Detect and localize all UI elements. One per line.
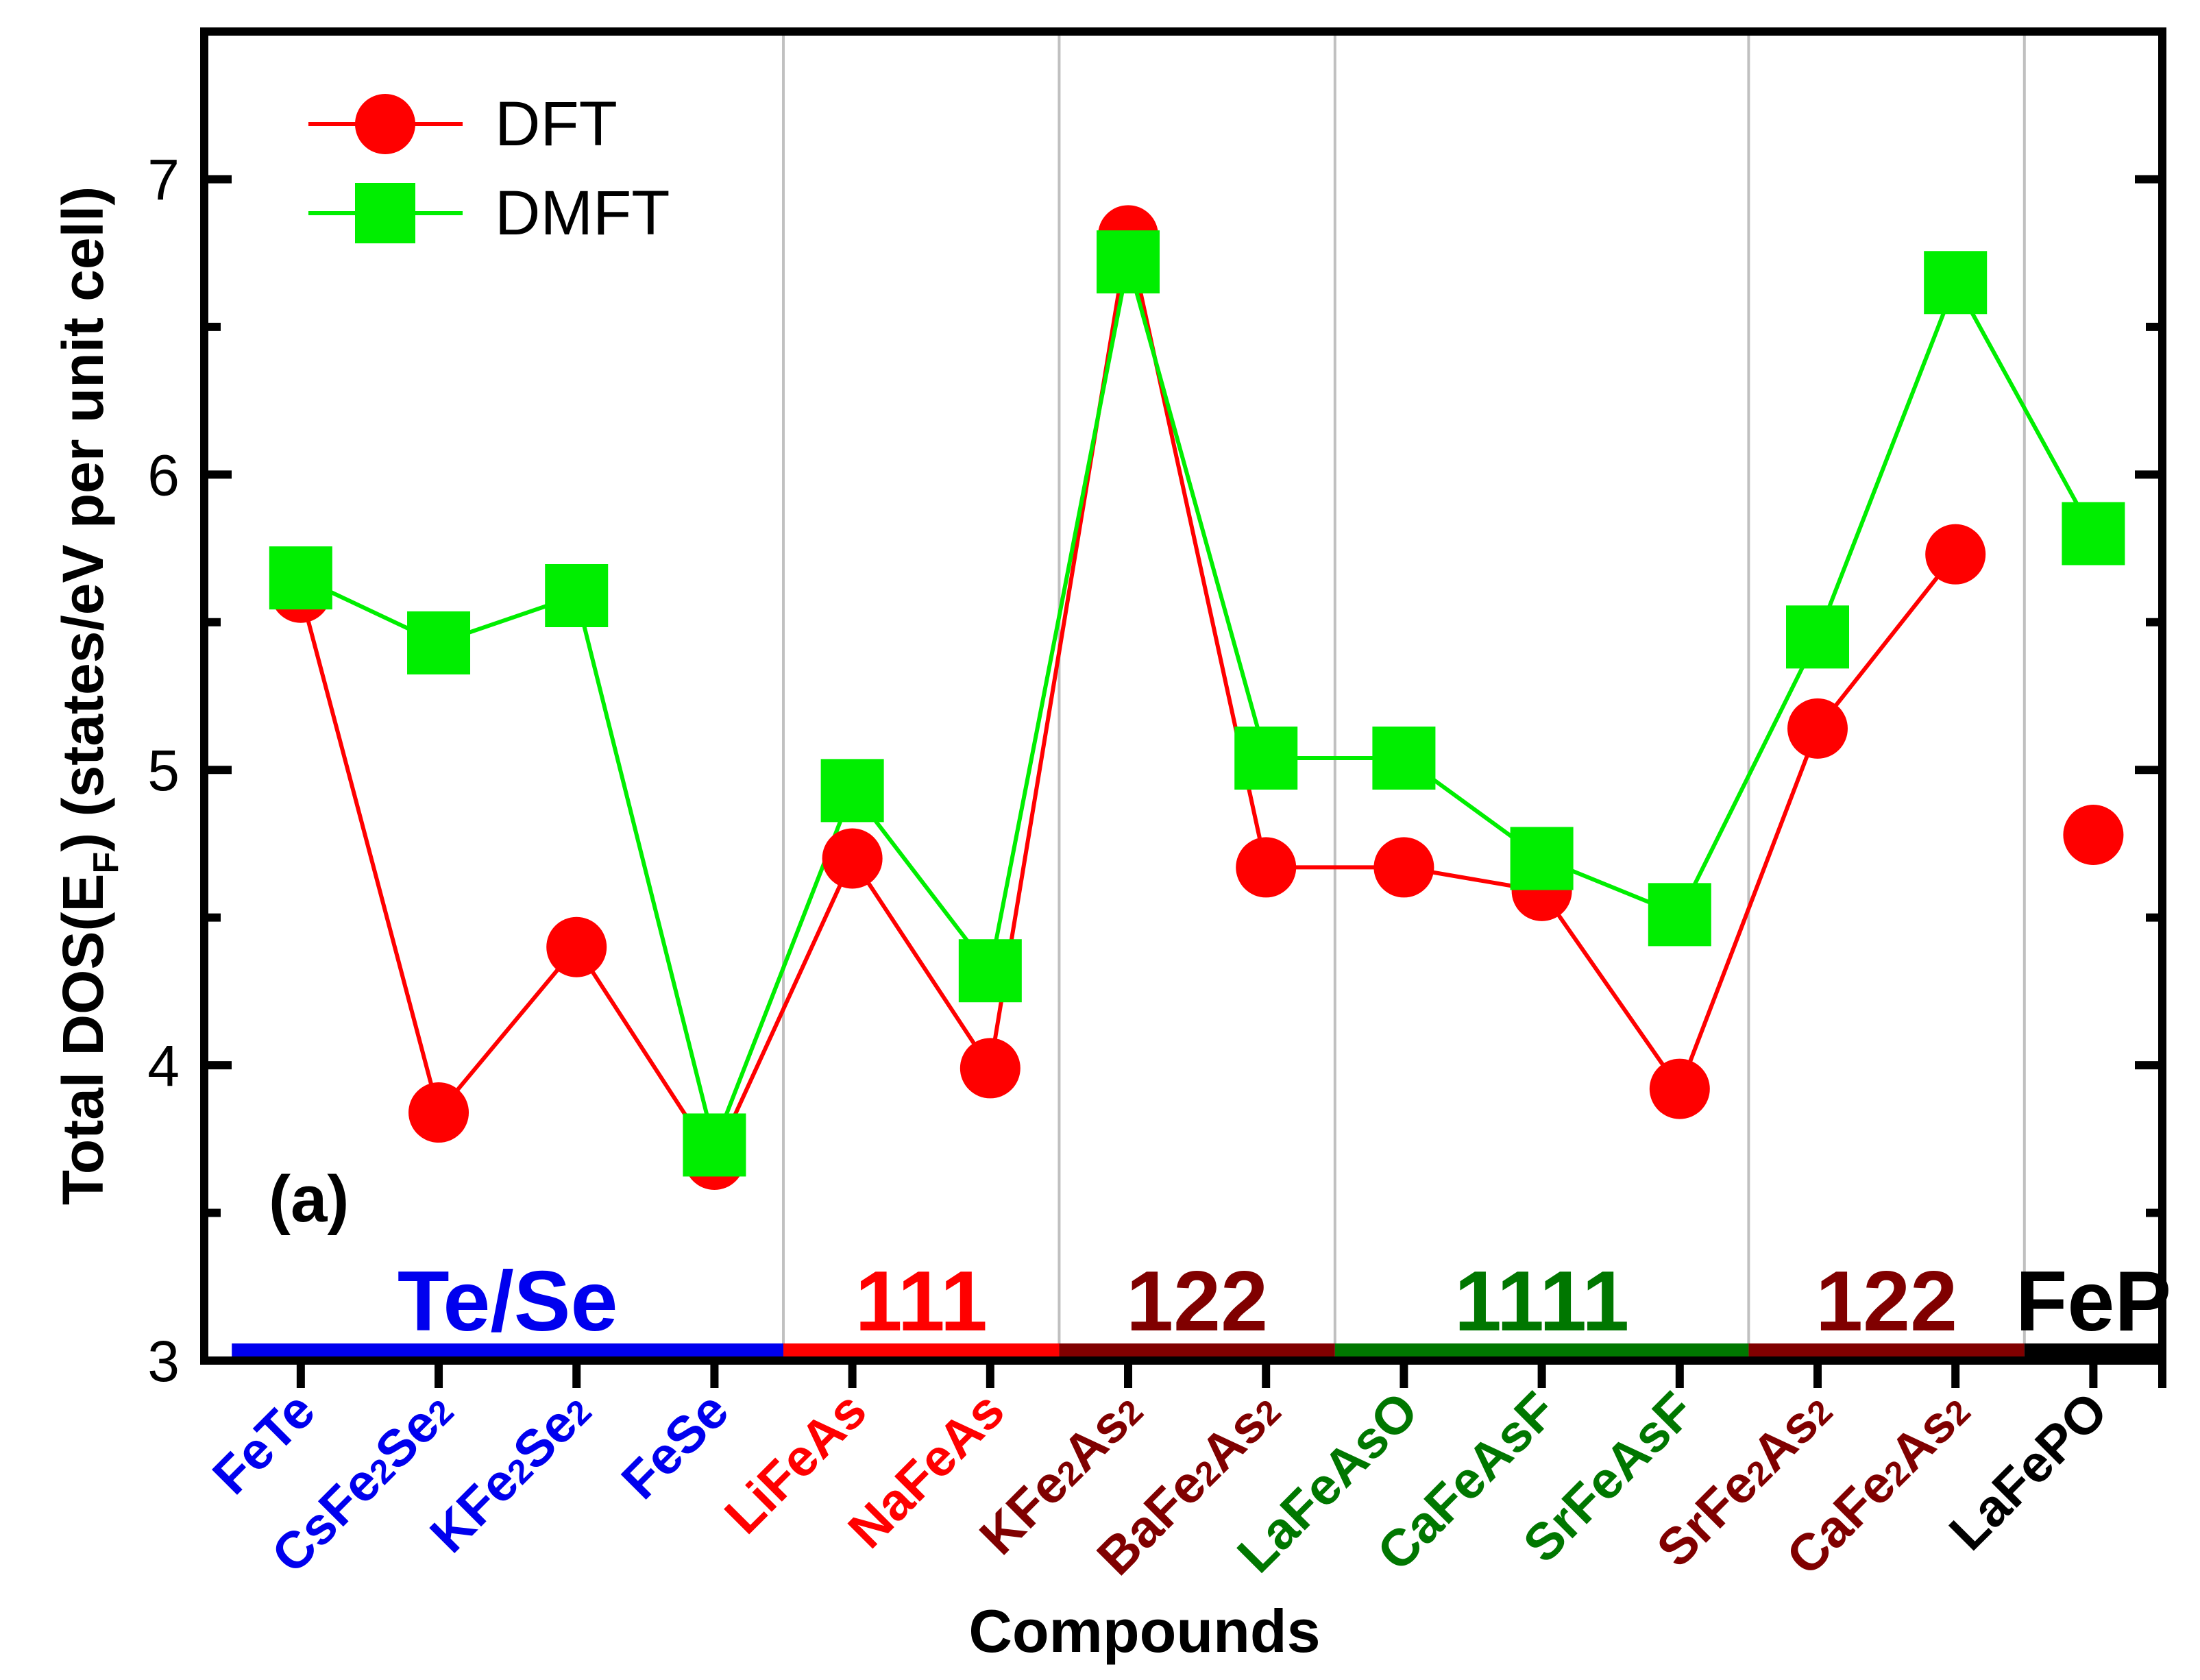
- legend-label-dmft: DMFT: [495, 178, 670, 248]
- dmft-point: [1234, 726, 1298, 790]
- group-label-1111: 1111: [1454, 1254, 1629, 1349]
- y-axis-title: Total DOS(EF) (states/eV per unit cell): [51, 186, 126, 1205]
- group-label-te-se: Te/Se: [398, 1254, 618, 1349]
- dft-point: [1373, 837, 1434, 898]
- group-label-122a: 122: [1126, 1254, 1268, 1349]
- category-label-4: FeSe: [611, 1381, 740, 1511]
- legend-marker-dft: [355, 94, 415, 154]
- dmft-point: [820, 759, 884, 823]
- category-label-1: FeTe: [201, 1381, 326, 1506]
- x-axis-ticks: [296, 1361, 2166, 1388]
- legend-marker-dmft: [355, 183, 415, 243]
- group-label-fep: FeP: [2016, 1254, 2171, 1349]
- dmft-point: [1510, 827, 1574, 890]
- dmft-point: [1372, 726, 1436, 790]
- dft-point: [546, 916, 607, 977]
- dmft-point: [2062, 502, 2125, 565]
- series-markers: [269, 205, 2125, 1190]
- dmft-point: [1097, 230, 1160, 294]
- dmft-point: [1786, 605, 1850, 669]
- dmft-line: [300, 261, 2096, 1152]
- series-lines: [298, 234, 2096, 1165]
- dft-line: [298, 234, 1957, 1165]
- dmft-point: [958, 939, 1022, 1003]
- dft-point: [822, 828, 883, 889]
- y-tick-label-3: 3: [147, 1329, 180, 1393]
- dmft-point: [269, 546, 332, 610]
- dft-point: [1236, 837, 1297, 898]
- dft-point: [1925, 524, 1986, 585]
- dmft-point: [1648, 883, 1711, 947]
- legend: DFT DMFT: [308, 89, 670, 248]
- dmft-point: [683, 1113, 746, 1177]
- group-labels: Te/Se 111 122 1111 122 FeP: [398, 1254, 2171, 1349]
- group-label-122b: 122: [1816, 1254, 1957, 1349]
- panel-label: (a): [269, 1162, 349, 1236]
- dmft-point: [545, 563, 609, 627]
- dmft-point: [407, 611, 471, 674]
- group-separators: [782, 32, 2026, 1361]
- y-axis-ticks: 3 4 5 6 7: [147, 27, 2162, 1393]
- y-tick-label-6: 6: [147, 443, 180, 507]
- x-axis-title: Compounds: [968, 1597, 1320, 1665]
- dft-point: [2063, 805, 2124, 866]
- y-tick-label-5: 5: [147, 738, 180, 803]
- legend-label-dft: DFT: [495, 89, 618, 159]
- group-label-111: 111: [855, 1254, 988, 1349]
- dft-point: [1649, 1058, 1710, 1119]
- plot-frame: [200, 27, 2166, 1365]
- dft-point: [408, 1082, 469, 1143]
- y-tick-label-7: 7: [147, 147, 180, 212]
- y-tick-label-4: 4: [147, 1034, 180, 1098]
- dft-point: [960, 1038, 1020, 1099]
- dmft-point: [1924, 251, 1988, 315]
- dft-point: [1787, 698, 1848, 759]
